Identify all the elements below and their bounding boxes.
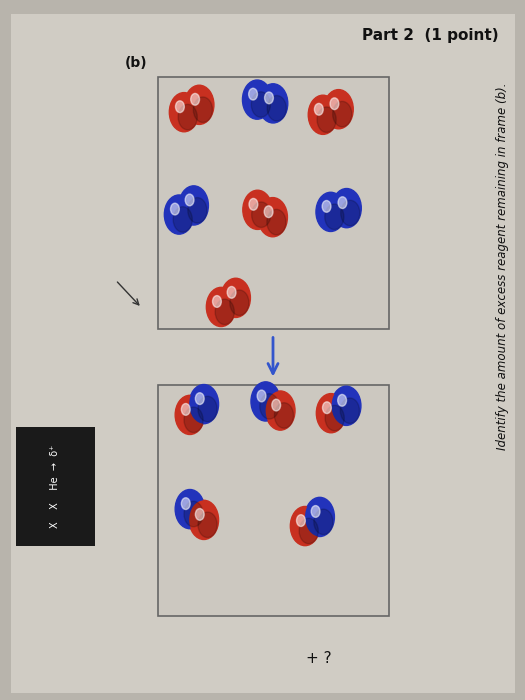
Circle shape — [322, 402, 331, 414]
Circle shape — [272, 399, 281, 411]
Circle shape — [230, 290, 249, 316]
Circle shape — [184, 407, 203, 433]
Text: Identify the amount of excess reagent remaining in frame (b).: Identify the amount of excess reagent re… — [496, 83, 509, 450]
Circle shape — [164, 195, 194, 234]
Circle shape — [264, 206, 273, 218]
Circle shape — [266, 391, 295, 430]
Circle shape — [290, 507, 320, 546]
Circle shape — [299, 518, 318, 544]
Text: Part 2  (1 point): Part 2 (1 point) — [362, 28, 499, 43]
Circle shape — [267, 95, 286, 121]
Circle shape — [188, 197, 207, 223]
Circle shape — [325, 405, 344, 430]
Bar — [158, 385, 388, 616]
Circle shape — [195, 508, 204, 520]
Circle shape — [185, 194, 194, 206]
Circle shape — [317, 107, 336, 132]
Circle shape — [184, 85, 214, 125]
Bar — [16, 427, 94, 546]
Circle shape — [260, 393, 279, 419]
Circle shape — [316, 193, 345, 232]
Circle shape — [181, 498, 190, 510]
Circle shape — [341, 200, 360, 226]
Circle shape — [175, 489, 205, 528]
Circle shape — [308, 95, 338, 134]
Circle shape — [251, 202, 271, 228]
Circle shape — [340, 398, 360, 424]
Circle shape — [175, 395, 205, 435]
Circle shape — [314, 509, 333, 535]
Circle shape — [249, 198, 258, 210]
Circle shape — [221, 278, 250, 317]
Circle shape — [195, 393, 204, 405]
Circle shape — [175, 101, 184, 113]
Circle shape — [198, 512, 217, 538]
Circle shape — [325, 204, 344, 230]
Circle shape — [189, 384, 218, 424]
Circle shape — [181, 403, 190, 415]
Bar — [158, 77, 388, 329]
Circle shape — [189, 500, 218, 540]
Circle shape — [213, 295, 222, 307]
Circle shape — [314, 104, 323, 116]
Circle shape — [338, 197, 347, 209]
Circle shape — [227, 286, 236, 298]
Circle shape — [297, 514, 306, 526]
Circle shape — [324, 90, 353, 129]
Circle shape — [179, 186, 208, 225]
Circle shape — [257, 390, 266, 402]
Circle shape — [258, 84, 288, 123]
Circle shape — [206, 288, 236, 327]
Circle shape — [178, 104, 197, 130]
Circle shape — [267, 209, 286, 234]
Circle shape — [173, 206, 192, 232]
Circle shape — [258, 197, 287, 237]
Text: X    X    He  →  δ⁺: X X He → δ⁺ — [50, 444, 60, 528]
Circle shape — [311, 505, 320, 517]
Text: (b): (b) — [124, 56, 147, 70]
Circle shape — [171, 203, 180, 215]
Circle shape — [322, 200, 331, 212]
Circle shape — [170, 92, 199, 132]
Circle shape — [251, 92, 270, 118]
Text: + ?: + ? — [307, 651, 332, 666]
Circle shape — [191, 93, 200, 105]
Circle shape — [184, 501, 203, 527]
Circle shape — [249, 88, 257, 100]
Circle shape — [243, 190, 272, 230]
Circle shape — [243, 80, 272, 119]
Circle shape — [338, 394, 346, 406]
Circle shape — [332, 188, 361, 228]
Circle shape — [317, 393, 346, 433]
Circle shape — [198, 396, 217, 421]
Circle shape — [333, 102, 352, 127]
Circle shape — [251, 382, 280, 421]
Circle shape — [215, 299, 234, 325]
Circle shape — [331, 386, 361, 426]
Circle shape — [305, 497, 334, 536]
Circle shape — [193, 97, 213, 122]
Circle shape — [265, 92, 274, 104]
Circle shape — [275, 402, 293, 428]
Circle shape — [330, 98, 339, 110]
